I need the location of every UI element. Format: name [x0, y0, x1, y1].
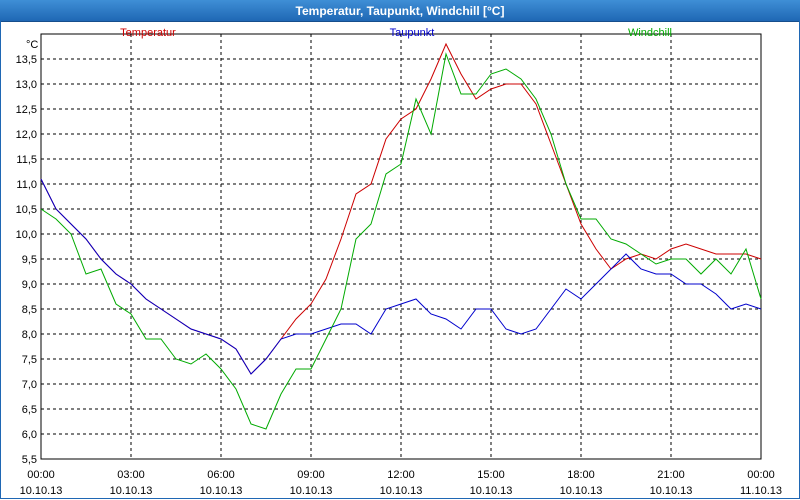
y-tick-label: 5,5 — [22, 454, 37, 466]
series-lines — [40, 42, 762, 430]
y-tick-label: 8,0 — [22, 329, 37, 341]
y-tick-label: 6,0 — [22, 429, 37, 441]
y-tick-label: 8,5 — [22, 304, 37, 316]
y-tick-label: 9,5 — [22, 254, 37, 266]
legend-temperatur: Temperatur — [120, 27, 176, 39]
x-tick-time: 03:00 — [117, 469, 145, 481]
y-tick-label: 13,5 — [16, 54, 37, 66]
y-tick-label: 12,0 — [16, 129, 37, 141]
series-line-windchill — [40, 52, 762, 430]
y-tick-labels: 5,5 6,0 6,5 7,0 7,5 8,0 8,5 9,0 9,5 10,0 10,5 11,0 1… — [16, 54, 37, 466]
legend-taupunkt: Taupunkt — [390, 27, 435, 39]
x-tick-time: 21:00 — [657, 469, 685, 481]
legend: Temperatur Taupunkt Windchill — [120, 27, 672, 39]
x-tick-date: 10.10.13 — [470, 485, 513, 497]
y-tick-label: 7,5 — [22, 354, 37, 366]
x-tick-date: 10.10.13 — [200, 485, 243, 497]
y-tick-label: 13,0 — [16, 79, 37, 91]
x-tick-date: 11.10.13 — [740, 485, 782, 497]
y-tick-label: 11,0 — [16, 179, 37, 191]
x-tick-time: 00:00 — [27, 469, 55, 481]
x-tick-time: 15:00 — [477, 469, 505, 481]
x-tick-labels: 00:00 10.10.13 03:00 10.10.13 06:00 10.10.13 0… — [20, 469, 782, 497]
series-line-taupunkt — [40, 178, 762, 375]
x-tick-time: 18:00 — [567, 469, 595, 481]
x-tick-date: 10.10.13 — [380, 485, 423, 497]
y-tick-label: 7,0 — [22, 379, 37, 391]
x-tick-date: 10.10.13 — [110, 485, 153, 497]
y-tick-label: 12,5 — [16, 104, 37, 116]
x-tick-date: 10.10.13 — [560, 485, 603, 497]
x-tick-time: 09:00 — [297, 469, 325, 481]
x-tick-time: 00:00 — [747, 469, 775, 481]
x-tick-date: 10.10.13 — [20, 485, 63, 497]
grid — [40, 33, 762, 460]
legend-windchill: Windchill — [628, 27, 672, 39]
x-tick-date: 10.10.13 — [290, 485, 333, 497]
y-axis-unit-label: °C — [26, 39, 38, 51]
y-tick-label: 6,5 — [22, 404, 37, 416]
x-tick-time: 06:00 — [207, 469, 235, 481]
y-tick-label: 11,5 — [16, 154, 37, 166]
y-tick-label: 10,0 — [16, 229, 37, 241]
x-tick-date: 10.10.13 — [650, 485, 693, 497]
chart-title: Temperatur, Taupunkt, Windchill [°C] — [0, 0, 800, 22]
y-tick-label: 10,5 — [16, 204, 37, 216]
x-tick-time: 12:00 — [387, 469, 415, 481]
y-tick-label: 9,0 — [22, 279, 37, 291]
